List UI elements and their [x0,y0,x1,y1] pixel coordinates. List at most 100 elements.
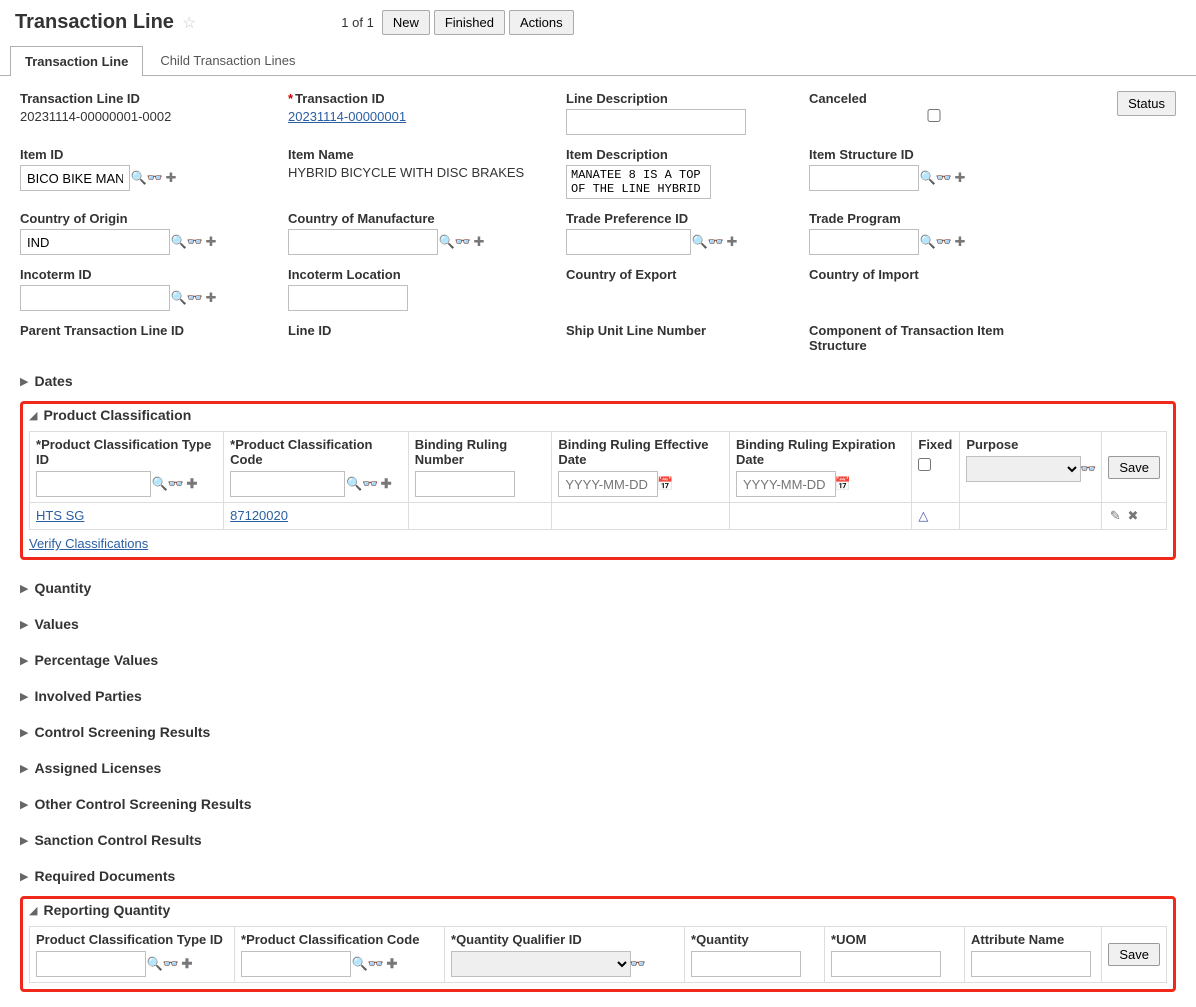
glasses-icon[interactable]: 👓 [188,291,202,305]
plus-icon[interactable]: ✚ [953,235,967,249]
plus-icon[interactable]: ✚ [379,477,393,491]
search-icon[interactable]: 🔍 [347,477,361,491]
table-product-classification: *Product Classification Type ID 🔍 👓 ✚ *P… [29,431,1167,530]
plus-icon[interactable]: ✚ [725,235,739,249]
search-icon[interactable]: 🔍 [148,957,162,971]
section-reporting-quantity[interactable]: ◢ Reporting Quantity [29,902,1167,918]
status-button[interactable]: Status [1117,91,1176,116]
glasses-icon[interactable]: 👓 [188,235,202,249]
input-rq-code[interactable] [241,951,351,977]
search-icon[interactable]: 🔍 [921,235,935,249]
glasses-icon[interactable]: 👓 [169,477,183,491]
link-pc-code[interactable]: 87120020 [230,508,288,523]
input-pc-type[interactable] [36,471,151,497]
field-item-name: Item Name HYBRID BICYCLE WITH DISC BRAKE… [288,147,558,199]
page-header: Transaction Line ☆ 1 of 1 New Finished A… [0,0,1196,40]
expand-icon: ▶ [20,870,28,883]
section-other-control-screening-results[interactable]: ▶Other Control Screening Results [20,796,1176,812]
input-trade-program[interactable] [809,229,919,255]
input-bred[interactable] [558,471,658,497]
actions-button[interactable]: Actions [509,10,574,35]
section-involved-parties[interactable]: ▶Involved Parties [20,688,1176,704]
section-percentage-values[interactable]: ▶Percentage Values [20,652,1176,668]
search-icon[interactable]: 🔍 [132,171,146,185]
glasses-icon[interactable]: 👓 [709,235,723,249]
section-dates[interactable]: ▶ Dates [20,373,1176,389]
expand-icon: ▶ [20,726,28,739]
input-country-of-origin[interactable] [20,229,170,255]
section-product-classification[interactable]: ◢ Product Classification [29,407,1167,423]
glasses-icon[interactable]: 👓 [631,957,645,971]
section-quantity[interactable]: ▶Quantity [20,580,1176,596]
input-trade-preference-id[interactable] [566,229,691,255]
glasses-icon[interactable]: 👓 [164,957,178,971]
plus-icon[interactable]: ✚ [180,957,194,971]
search-icon[interactable]: 🔍 [172,235,186,249]
save-button-rq[interactable]: Save [1108,943,1160,966]
save-button-pc[interactable]: Save [1108,456,1160,479]
new-button[interactable]: New [382,10,430,35]
tab-transaction-line[interactable]: Transaction Line [10,46,143,76]
input-incoterm-location[interactable] [288,285,408,311]
checkbox-canceled[interactable] [809,109,1059,122]
section-values[interactable]: ▶Values [20,616,1176,632]
plus-icon[interactable]: ✚ [385,957,399,971]
select-rq-qualifier[interactable] [451,951,631,977]
section-control-screening-results[interactable]: ▶Control Screening Results [20,724,1176,740]
input-rq-type[interactable] [36,951,146,977]
delete-icon[interactable]: ✖ [1126,509,1140,523]
glasses-icon[interactable]: 👓 [1081,462,1095,476]
label-item-structure-id: Item Structure ID [809,147,1059,162]
glasses-icon[interactable]: 👓 [937,171,951,185]
search-icon[interactable]: 🔍 [921,171,935,185]
section-sanction-control-results[interactable]: ▶Sanction Control Results [20,832,1176,848]
checkbox-fixed[interactable] [918,458,931,471]
input-rq-uom[interactable] [831,951,941,977]
input-line-description[interactable] [566,109,746,135]
col-code: Product Classification Code [230,437,372,467]
col-purpose: Purpose [966,437,1018,452]
field-country-of-import: Country of Import [809,267,1059,311]
input-country-of-manufacture[interactable] [288,229,438,255]
field-item-id: Item ID 🔍 👓 ✚ [20,147,280,199]
input-brxd[interactable] [736,471,836,497]
input-item-structure-id[interactable] [809,165,919,191]
section-assigned-licenses[interactable]: ▶Assigned Licenses [20,760,1176,776]
glasses-icon[interactable]: 👓 [937,235,951,249]
plus-icon[interactable]: ✚ [204,235,218,249]
favorite-star-icon[interactable]: ☆ [182,13,196,33]
finished-button[interactable]: Finished [434,10,505,35]
input-brn[interactable] [415,471,515,497]
collapse-icon: ◢ [29,409,37,422]
calendar-icon[interactable]: 📅 [836,477,850,491]
link-transaction-id[interactable]: 20231114-00000001 [288,109,558,124]
search-icon[interactable]: 🔍 [693,235,707,249]
plus-icon[interactable]: ✚ [164,171,178,185]
glasses-icon[interactable]: 👓 [148,171,162,185]
plus-icon[interactable]: ✚ [185,477,199,491]
plus-icon[interactable]: ✚ [472,235,486,249]
textarea-item-description[interactable]: MANATEE 8 IS A TOP OF THE LINE HYBRID [566,165,711,199]
input-pc-code[interactable] [230,471,345,497]
link-pc-type[interactable]: HTS SG [36,508,84,523]
expand-icon: ▶ [20,798,28,811]
search-icon[interactable]: 🔍 [353,957,367,971]
input-rq-attr[interactable] [971,951,1091,977]
plus-icon[interactable]: ✚ [953,171,967,185]
calendar-icon[interactable]: 📅 [658,477,672,491]
glasses-icon[interactable]: 👓 [363,477,377,491]
select-purpose[interactable] [966,456,1081,482]
section-required-documents[interactable]: ▶Required Documents [20,868,1176,884]
edit-icon[interactable]: ✎ [1108,509,1122,523]
search-icon[interactable]: 🔍 [172,291,186,305]
link-verify-classifications[interactable]: Verify Classifications [29,536,148,551]
input-rq-qty[interactable] [691,951,801,977]
plus-icon[interactable]: ✚ [204,291,218,305]
glasses-icon[interactable]: 👓 [456,235,470,249]
input-item-id[interactable] [20,165,130,191]
search-icon[interactable]: 🔍 [153,477,167,491]
search-icon[interactable]: 🔍 [440,235,454,249]
glasses-icon[interactable]: 👓 [369,957,383,971]
tab-child-transaction-lines[interactable]: Child Transaction Lines [145,45,310,75]
input-incoterm-id[interactable] [20,285,170,311]
